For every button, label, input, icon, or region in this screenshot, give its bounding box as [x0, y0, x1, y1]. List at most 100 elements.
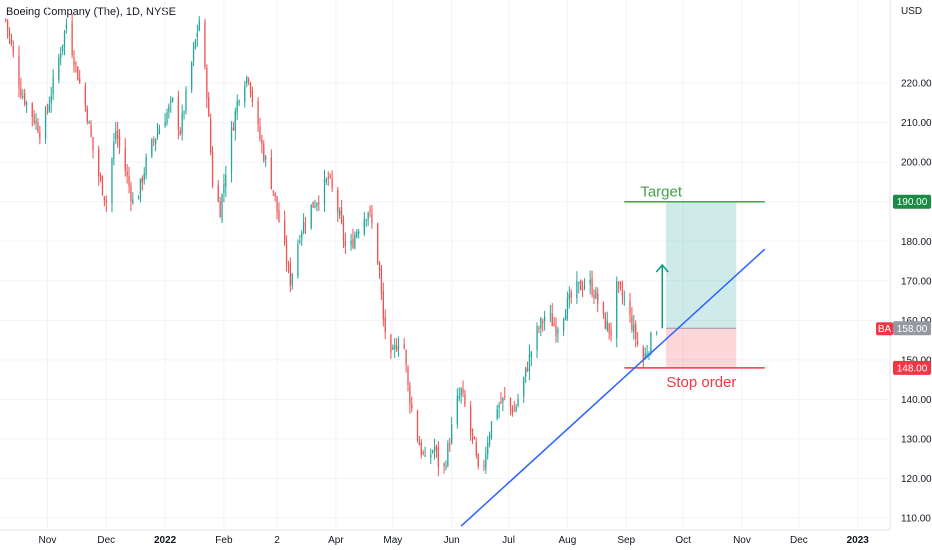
y-tick-label: 210.00	[901, 118, 932, 129]
candle-body	[580, 280, 582, 291]
candle-body	[485, 454, 487, 469]
candle-body	[462, 388, 464, 393]
candle-body	[209, 118, 212, 153]
candle-body	[473, 437, 476, 440]
candle-body	[63, 30, 66, 45]
candle-body	[263, 144, 265, 161]
candle-body	[650, 332, 652, 354]
candle-body	[143, 173, 145, 181]
candle-body	[591, 278, 593, 296]
candle-body	[130, 186, 132, 201]
candle-body	[382, 291, 384, 320]
candle-body	[132, 199, 134, 203]
candle-body	[447, 443, 449, 466]
candle-body	[469, 405, 472, 432]
candle-body	[232, 128, 235, 131]
candle-body	[646, 353, 648, 356]
candle-body	[297, 244, 299, 277]
candle-body	[511, 407, 514, 414]
candle-body	[570, 291, 572, 298]
candle-body	[48, 104, 50, 112]
candle-body	[623, 298, 625, 300]
candle-body	[339, 210, 341, 216]
candle-body	[498, 404, 500, 409]
candle-body	[299, 241, 301, 243]
candle-body	[602, 302, 605, 314]
candle-body	[246, 76, 248, 84]
y-tick-label: 180.00	[901, 237, 932, 248]
trend-line[interactable]	[460, 248, 766, 527]
candle-body	[496, 409, 498, 419]
candle-body	[394, 344, 396, 349]
candle-body	[617, 281, 620, 285]
candle-body	[183, 111, 185, 113]
candle-body	[196, 32, 199, 38]
candle-body	[517, 399, 519, 406]
candle-body	[156, 132, 159, 139]
candle-body	[234, 110, 236, 131]
candle-body	[337, 189, 339, 213]
candle-body	[365, 219, 367, 221]
candle-body	[98, 149, 100, 177]
candle-body	[595, 290, 597, 299]
candle-body	[61, 44, 64, 52]
price-axis[interactable]: 110.00120.00130.00140.00150.00160.00170.…	[901, 6, 932, 525]
candle-body	[128, 175, 130, 186]
candle-body	[460, 388, 462, 396]
target-price-tag	[893, 194, 931, 209]
candle-body	[562, 319, 565, 331]
drawings[interactable]: Target Stop order	[460, 184, 766, 527]
candle-body	[86, 107, 88, 122]
candle-body	[578, 281, 580, 284]
candle-body	[278, 210, 280, 222]
candle-body	[316, 202, 318, 207]
candle-body	[25, 102, 28, 106]
x-tick-label: Nov	[733, 535, 751, 546]
candle-body	[206, 67, 208, 99]
candle-body	[509, 398, 512, 407]
candle-body	[487, 443, 489, 455]
candle-body	[405, 350, 407, 365]
candle-body	[92, 136, 94, 151]
candle-body	[314, 206, 316, 208]
x-tick-label: Jun	[444, 535, 460, 546]
candle-body	[390, 334, 392, 353]
candle-body	[583, 285, 586, 288]
candle-body	[304, 224, 307, 226]
candle-body	[223, 183, 225, 194]
candle-body	[633, 324, 635, 332]
target-label: Target	[640, 184, 683, 201]
candle-body	[192, 47, 195, 61]
candle-body	[644, 353, 646, 359]
x-tick-label: Jul	[502, 535, 515, 546]
candle-body	[363, 218, 365, 235]
candle-body	[619, 282, 622, 289]
candle-body	[411, 404, 413, 409]
time-axis[interactable]: Nov Dec 2022 Feb 2 Apr May Jun Jul Aug Sep Oct Nov De…	[39, 535, 870, 546]
candle-body	[39, 132, 41, 138]
profit-zone[interactable]	[666, 201, 737, 329]
candle-body	[164, 121, 166, 128]
candle-body	[606, 321, 608, 331]
candle-body	[378, 262, 381, 271]
candle-body	[407, 367, 409, 385]
candle-body	[37, 122, 39, 133]
candle-body	[354, 235, 356, 249]
candle-body	[65, 24, 68, 29]
stop-price-tag-text: 148.00	[897, 363, 928, 374]
x-tick-label: Apr	[328, 535, 344, 546]
candle-body	[73, 57, 75, 66]
symbol-badge-text: BA	[878, 324, 892, 335]
currency-label: USD	[901, 6, 922, 17]
candle-body	[211, 152, 214, 187]
candle-body	[636, 341, 639, 345]
candle-body	[103, 196, 106, 201]
candle-body	[395, 346, 398, 351]
candle-body	[194, 39, 197, 48]
loss-zone[interactable]	[666, 328, 737, 368]
candle-body	[604, 313, 607, 329]
candle-body	[289, 263, 291, 287]
chart-title: Boeing Company (The), 1D, NYSE	[6, 6, 176, 18]
candle-body	[217, 185, 219, 202]
